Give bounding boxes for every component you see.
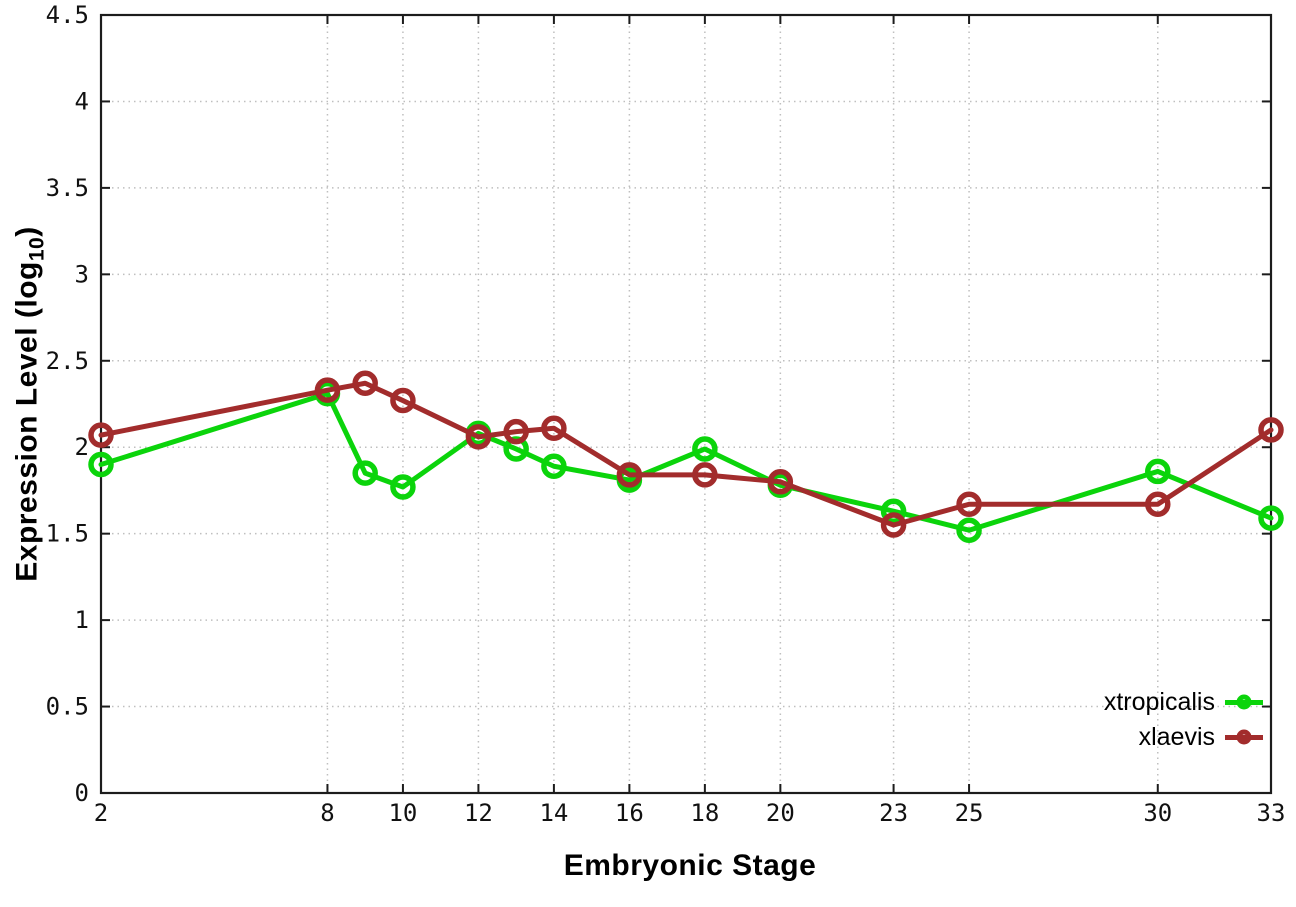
y-tick-label: 0 bbox=[75, 779, 89, 807]
y-axis-label-subscript: 10 bbox=[25, 236, 49, 262]
data-point-xtropicalis bbox=[956, 517, 982, 543]
data-point-xtropicalis bbox=[1145, 458, 1171, 485]
series-line-xtropicalis bbox=[98, 391, 1274, 533]
data-point-xlaevis bbox=[767, 469, 794, 495]
data-point-xlaevis bbox=[692, 462, 718, 488]
data-point-xlaevis bbox=[465, 424, 492, 450]
legend: xtropicalis xlaevis bbox=[1104, 688, 1263, 751]
data-point-xlaevis bbox=[390, 387, 416, 414]
y-tick-label: 3.5 bbox=[46, 174, 89, 202]
x-tick-label: 20 bbox=[766, 799, 795, 827]
data-point-xtropicalis bbox=[692, 436, 718, 462]
y-axis-label-text: Expression Level (log bbox=[10, 261, 44, 582]
y-axis-label-close: ) bbox=[10, 226, 44, 237]
x-tick-label: 8 bbox=[320, 799, 334, 827]
data-point-xtropicalis bbox=[88, 451, 114, 478]
y-tick-label: 1 bbox=[75, 606, 89, 634]
y-tick-label: 2.5 bbox=[46, 347, 89, 375]
x-axis-label-text: Embryonic Stage bbox=[563, 849, 817, 882]
series-line-xlaevis bbox=[98, 380, 1274, 528]
x-tick-label: 30 bbox=[1143, 799, 1172, 827]
data-point-xlaevis bbox=[1145, 491, 1171, 518]
data-point-xlaevis bbox=[88, 422, 114, 448]
data-point-xlaevis bbox=[352, 370, 378, 397]
data-point-xtropicalis bbox=[352, 460, 378, 486]
data-point-xlaevis bbox=[880, 512, 907, 538]
y-tick-label: 0.5 bbox=[46, 693, 89, 721]
plot-border bbox=[99, 13, 1273, 795]
x-tick-label: 33 bbox=[1257, 799, 1286, 827]
legend-circle-sample bbox=[1236, 729, 1252, 745]
data-point-xlaevis bbox=[1258, 417, 1284, 443]
x-tick-label: 14 bbox=[539, 799, 568, 827]
legend-circle-sample bbox=[1236, 694, 1252, 710]
legend-marker-xtropicalis-icon bbox=[1225, 688, 1263, 716]
data-point-xtropicalis bbox=[1258, 505, 1284, 531]
data-point-xtropicalis bbox=[880, 498, 907, 524]
x-tick-label: 18 bbox=[690, 799, 719, 827]
legend-label-xtropicalis: xtropicalis bbox=[1103, 688, 1215, 716]
legend-label-xlaevis: xlaevis bbox=[1138, 723, 1215, 751]
y-tick-label: 4 bbox=[75, 87, 89, 115]
y-tick-label: 1.5 bbox=[46, 520, 89, 548]
x-tick-label: 2 bbox=[94, 799, 108, 827]
data-point-xtropicalis bbox=[390, 474, 416, 500]
x-axis-label: Embryonic Stage bbox=[564, 849, 817, 883]
y-tick-label: 3 bbox=[75, 260, 89, 288]
data-point-xlaevis bbox=[314, 377, 341, 403]
y-tick-label: 4.5 bbox=[46, 1, 89, 29]
legend-marker-xlaevis-icon bbox=[1225, 723, 1263, 751]
legend-item-xlaevis: xlaevis bbox=[1139, 723, 1263, 751]
data-point-xlaevis bbox=[503, 418, 529, 445]
x-tick-label: 23 bbox=[879, 799, 908, 827]
y-tick-label: 2 bbox=[75, 433, 89, 461]
x-tick-label: 16 bbox=[615, 799, 644, 827]
x-tick-label: 10 bbox=[388, 799, 417, 827]
data-point-xlaevis bbox=[956, 491, 982, 518]
data-point-xlaevis bbox=[616, 462, 643, 488]
data-point-xlaevis bbox=[541, 415, 567, 441]
legend-item-xtropicalis: xtropicalis bbox=[1104, 688, 1263, 716]
data-point-xtropicalis bbox=[541, 453, 567, 479]
x-tick-label: 25 bbox=[955, 799, 984, 827]
x-tick-label: 12 bbox=[464, 799, 493, 827]
y-axis-label: Expression Level (log10) bbox=[11, 226, 50, 581]
